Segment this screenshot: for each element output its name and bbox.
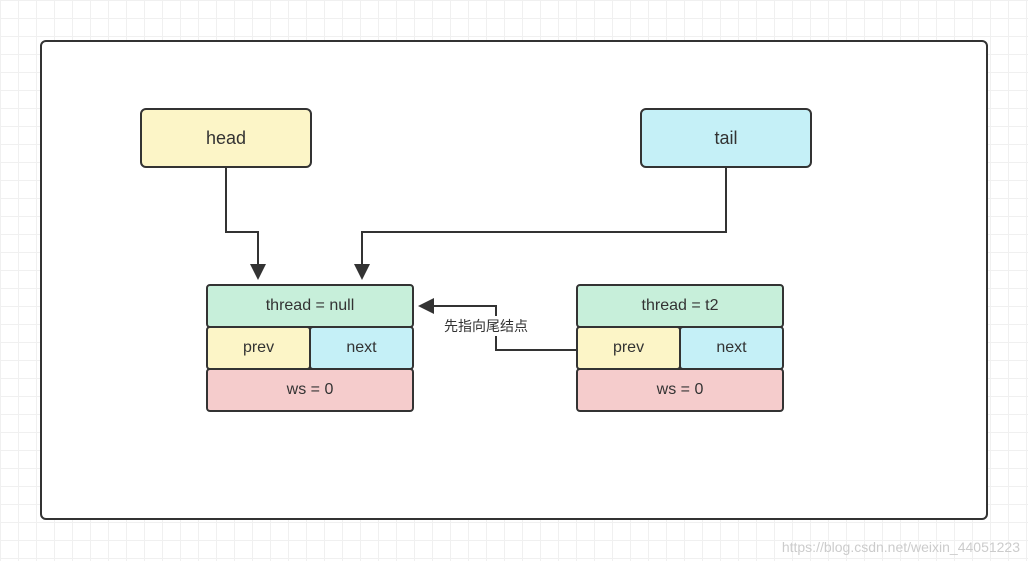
node1-thread-row: thread = null xyxy=(206,284,414,328)
edge-label-prev-to-tail: 先指向尾结点 xyxy=(442,316,530,336)
node2-ws-label: ws = 0 xyxy=(657,381,704,399)
node2-next-label: next xyxy=(716,339,746,357)
node1-ws-row: ws = 0 xyxy=(206,368,414,412)
node1-prev-cell: prev xyxy=(206,326,311,370)
node2-ws-row: ws = 0 xyxy=(576,368,784,412)
head-label: head xyxy=(206,128,246,149)
node2-prev-next-row: prev next xyxy=(576,326,784,370)
node2-prev-cell: prev xyxy=(576,326,681,370)
watermark-text: https://blog.csdn.net/weixin_44051223 xyxy=(782,539,1020,555)
node1-next-label: next xyxy=(346,339,376,357)
node2-next-cell: next xyxy=(679,326,784,370)
node2-thread-row: thread = t2 xyxy=(576,284,784,328)
head-pointer-box: head xyxy=(140,108,312,168)
tail-label: tail xyxy=(714,128,737,149)
node1-thread-label: thread = null xyxy=(266,297,355,315)
node2-prev-label: prev xyxy=(613,339,644,357)
node2-thread-label: thread = t2 xyxy=(642,297,719,315)
node1-prev-next-row: prev next xyxy=(206,326,414,370)
node1-prev-label: prev xyxy=(243,339,274,357)
tail-pointer-box: tail xyxy=(640,108,812,168)
node1-ws-label: ws = 0 xyxy=(287,381,334,399)
edge-label-text: 先指向尾结点 xyxy=(444,318,528,334)
node1-next-cell: next xyxy=(309,326,414,370)
watermark: https://blog.csdn.net/weixin_44051223 xyxy=(782,539,1020,555)
